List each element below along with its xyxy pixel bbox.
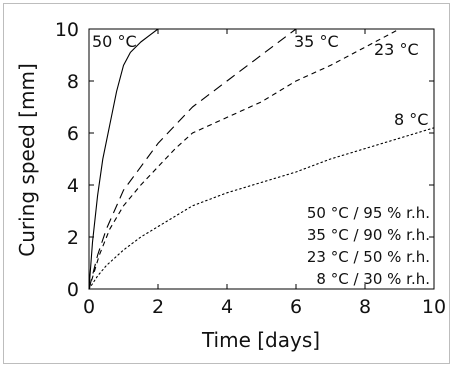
y-tick-label: 6 [67, 123, 79, 145]
y-tick-label: 8 [67, 71, 79, 93]
series-line-50c [88, 28, 159, 290]
series-label-35c: 35 °C [294, 32, 339, 51]
series-label-8c: 8 °C [394, 110, 428, 129]
y-tick-label: 4 [67, 175, 79, 197]
series-line-35c [88, 28, 297, 290]
y-tick-label: 10 [55, 19, 79, 41]
legend-entry-8c: 8 °C / 30 % r.h. [316, 270, 430, 288]
x-tick-label: 10 [422, 296, 446, 318]
plot-area-frame [88, 28, 435, 290]
x-tick-label: 2 [152, 296, 164, 318]
chart-frame [3, 3, 450, 364]
legend-entry-35c: 35 °C / 90 % r.h. [307, 226, 430, 244]
x-tick-label: 6 [290, 296, 302, 318]
series-label-50c: 50 °C [92, 32, 137, 51]
y-axis-title: Curing speed [mm] [15, 63, 39, 257]
y-tick-label: 0 [67, 279, 79, 301]
legend-entry-50c: 50 °C / 95 % r.h. [307, 204, 430, 222]
legend: 50 °C / 95 % r.h. 35 °C / 90 % r.h. 23 °… [307, 204, 430, 288]
series-label-23c: 23 °C [374, 40, 419, 59]
x-tick-label: 0 [83, 296, 95, 318]
series-line-23c [88, 28, 400, 290]
x-tick-label: 8 [359, 296, 371, 318]
series-line-8c [88, 127, 435, 290]
y-tick-label: 2 [67, 227, 79, 249]
x-axis-title: Time [days] [201, 328, 320, 352]
legend-entry-23c: 23 °C / 50 % r.h. [307, 248, 430, 266]
x-tick-label: 4 [221, 296, 233, 318]
